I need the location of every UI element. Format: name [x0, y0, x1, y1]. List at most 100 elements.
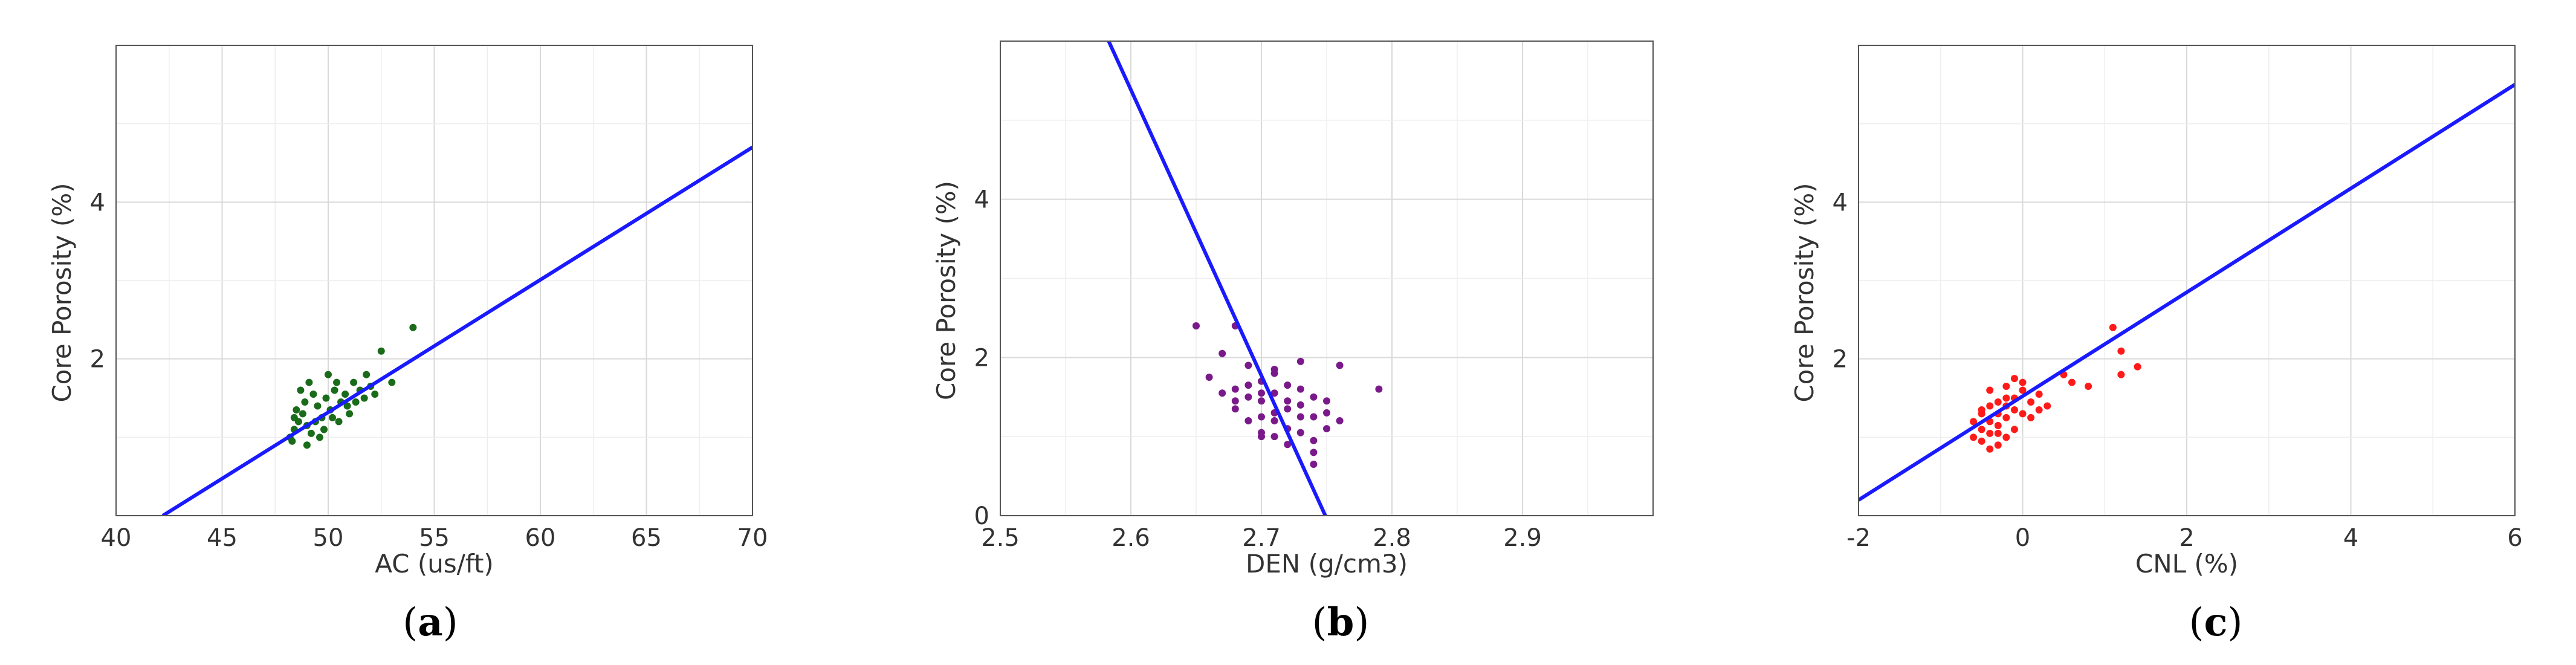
- data-point: [2068, 378, 2076, 386]
- x-axis-label: CNL (%): [2135, 549, 2238, 579]
- data-point: [1270, 389, 1278, 397]
- plot-frame: [1000, 41, 1654, 516]
- data-point: [1375, 385, 1383, 393]
- data-point: [1986, 429, 1994, 437]
- data-point: [2010, 375, 2018, 383]
- data-point: [1258, 397, 1265, 405]
- x-tick-labels: 40 45 50 55 60 65 70: [101, 524, 768, 552]
- fit-line: [1107, 41, 1327, 516]
- data-point: [388, 378, 396, 386]
- data-point: [2044, 402, 2051, 410]
- x-tick-label: 2.8: [1373, 524, 1411, 552]
- y-tick-label: 4: [90, 189, 105, 216]
- data-point: [331, 386, 338, 394]
- y-tick-label: 0: [974, 502, 989, 530]
- data-point: [2019, 410, 2027, 418]
- y-axis-label: Core Porosity (%): [1790, 183, 1819, 402]
- data-point: [1336, 362, 1344, 369]
- x-tick-label: 60: [525, 524, 556, 552]
- data-point: [1970, 418, 1978, 426]
- y-axis-label: Core Porosity (%): [47, 183, 77, 402]
- data-point: [1244, 362, 1252, 369]
- data-point: [325, 371, 332, 378]
- data-point: [297, 386, 305, 394]
- data-point: [1284, 397, 1292, 405]
- y-tick-labels: 24: [90, 189, 105, 373]
- data-point: [1258, 429, 1265, 436]
- data-point: [346, 410, 354, 418]
- data-point: [1994, 398, 2002, 406]
- data-point: [1296, 429, 1304, 436]
- scatter-points: [1193, 322, 1383, 468]
- data-point: [1994, 429, 2002, 437]
- data-point: [1986, 386, 1994, 394]
- data-point: [1310, 393, 1318, 401]
- data-point: [1284, 441, 1292, 449]
- x-axis-label: DEN (g/cm3): [1246, 549, 1408, 579]
- x-tick-label: 0: [2015, 524, 2030, 552]
- data-point: [1231, 385, 1239, 393]
- data-point: [307, 429, 315, 437]
- data-point: [1270, 365, 1278, 373]
- data-point: [1218, 389, 1226, 397]
- data-point: [1970, 433, 1978, 441]
- x-tick-label: 40: [101, 524, 132, 552]
- chart-b-plot: 2.5 2.6 2.7 2.8 2.9 0 2 4 DEN (g/cm3) Core Porosi…: [931, 41, 1654, 579]
- chart-b: 2.5 2.6 2.7 2.8 2.9 0 2 4 DEN (g/cm3) Core Porosi…: [834, 0, 1680, 665]
- y-tick-labels: 0 2 4: [974, 186, 989, 530]
- x-tick-label: 70: [737, 524, 768, 552]
- y-tick-label: 4: [974, 186, 989, 214]
- plot-frame: [115, 45, 753, 516]
- data-point: [2002, 383, 2010, 391]
- data-point: [1323, 397, 1330, 405]
- x-tick-labels: 2.5 2.6 2.7 2.8 2.9: [981, 524, 1542, 552]
- x-tick-label: 2.5: [981, 524, 1020, 552]
- data-point: [1310, 449, 1318, 456]
- data-point: [1218, 349, 1226, 357]
- data-point: [1244, 381, 1252, 389]
- data-point: [320, 426, 328, 433]
- data-point: [2002, 394, 2010, 402]
- data-point: [1270, 417, 1278, 424]
- data-point: [322, 394, 330, 402]
- x-tick-label: 65: [631, 524, 662, 552]
- x-tick-label: 2: [2179, 524, 2194, 552]
- scatter-points: [286, 323, 417, 449]
- fit-line: [1859, 83, 2515, 502]
- data-point: [341, 391, 349, 398]
- data-point: [1244, 393, 1252, 401]
- chart-a: 40 45 50 55 60 65 70 2 4 AC (us/ft) Core Porosity …: [0, 0, 768, 665]
- chart-b-caption: (b): [1312, 600, 1370, 645]
- data-point: [1296, 401, 1304, 409]
- data-point: [343, 402, 351, 410]
- data-point: [1978, 406, 1985, 414]
- data-point: [309, 391, 317, 398]
- data-point: [314, 402, 322, 410]
- data-point: [2002, 414, 2010, 421]
- data-point: [335, 418, 343, 426]
- data-point: [1978, 426, 1985, 433]
- data-point: [299, 410, 306, 418]
- data-point: [1310, 413, 1318, 421]
- x-tick-label: 2.7: [1242, 524, 1281, 552]
- data-point: [2027, 398, 2035, 406]
- data-point: [1986, 445, 1994, 453]
- data-point: [1258, 389, 1265, 397]
- y-tick-label: 2: [974, 344, 989, 372]
- data-point: [360, 394, 368, 402]
- data-point: [305, 378, 313, 386]
- data-point: [316, 433, 323, 441]
- data-point: [377, 347, 385, 355]
- data-point: [2019, 386, 2027, 394]
- data-point: [1323, 409, 1330, 417]
- data-point: [303, 441, 311, 449]
- data-point: [371, 391, 379, 398]
- data-point: [1270, 433, 1278, 441]
- x-tick-labels: -2 0 2 4 6: [1846, 524, 2523, 552]
- x-tick-label: 2.9: [1503, 524, 1542, 552]
- data-point: [1244, 417, 1252, 424]
- data-point: [2010, 406, 2018, 414]
- plot-frame: [1858, 45, 2516, 516]
- data-point: [2109, 323, 2117, 331]
- x-tick-label: 45: [207, 524, 238, 552]
